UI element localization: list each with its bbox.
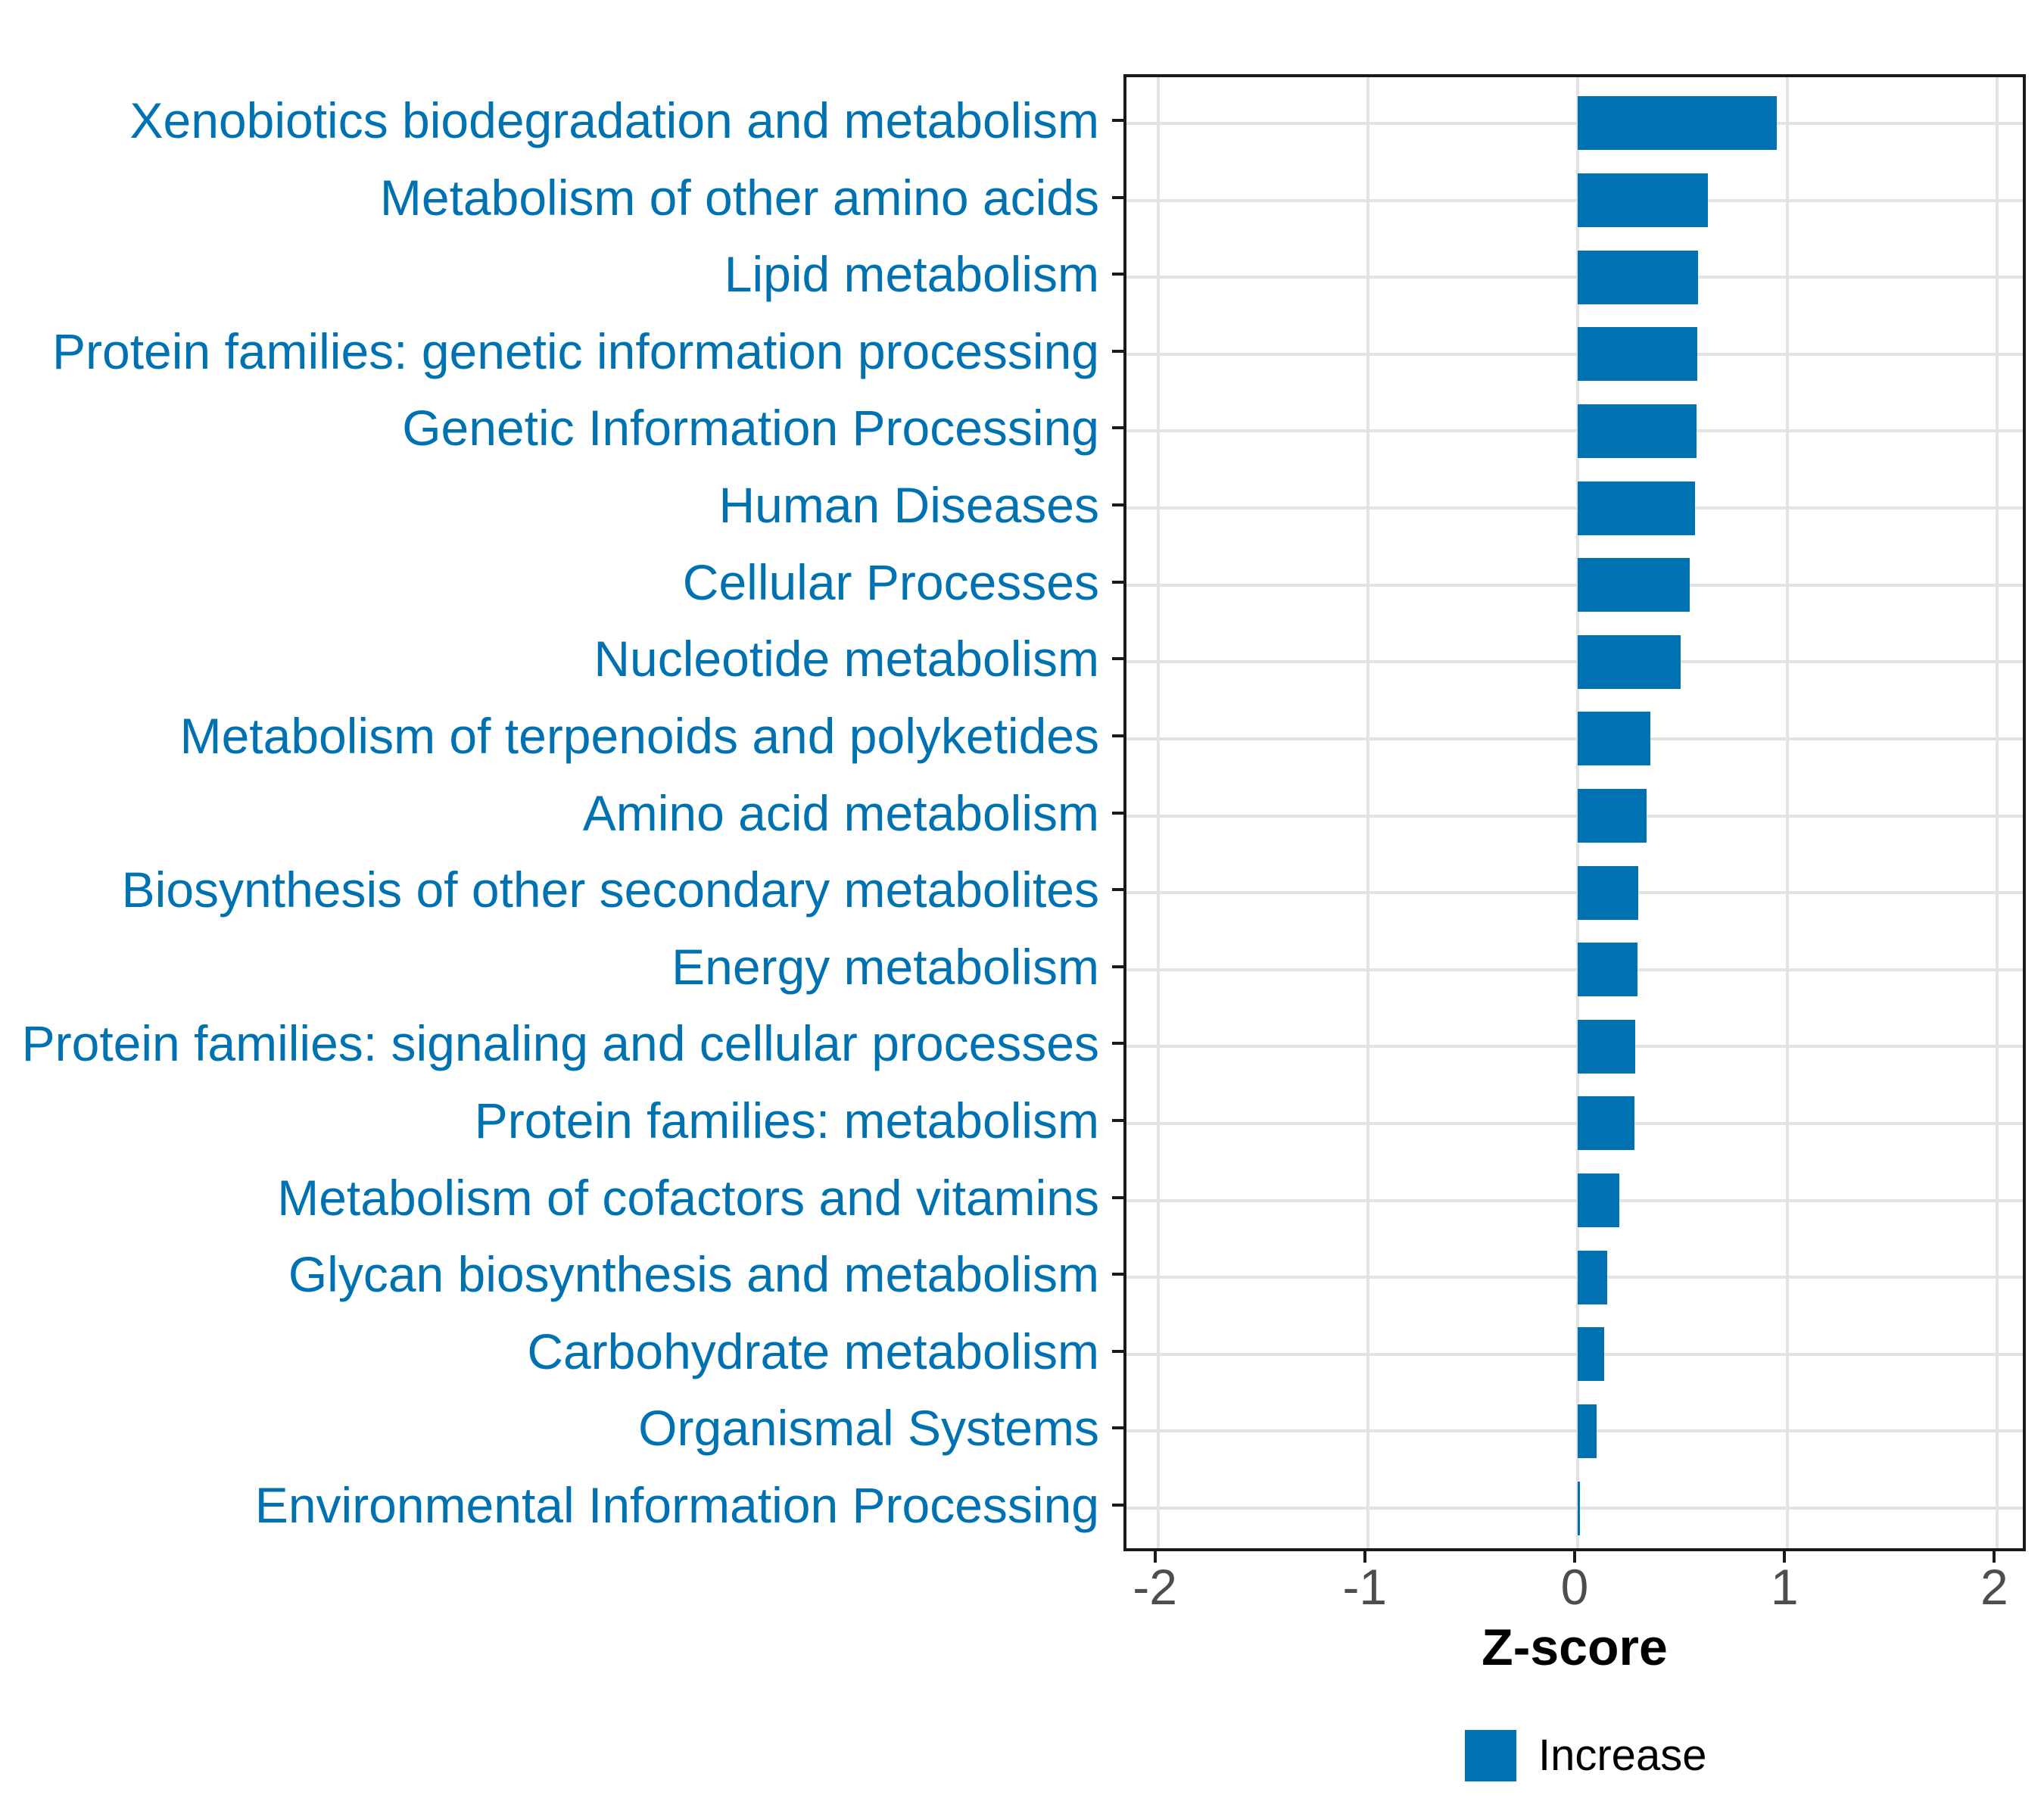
- y-axis-label: Biosynthesis of other secondary metaboli…: [121, 862, 1099, 918]
- y-tick-mark: [1112, 965, 1123, 968]
- gridline-y: [1126, 891, 2023, 895]
- y-axis-label: Xenobiotics biodegradation and metabolis…: [129, 92, 1100, 148]
- bar-3: [1578, 327, 1697, 382]
- x-tick-mark: [1783, 1551, 1787, 1563]
- bar-18: [1578, 1481, 1580, 1535]
- gridline-x-1: [1786, 77, 1790, 1548]
- y-tick-mark: [1112, 1426, 1123, 1430]
- y-tick-mark: [1112, 1273, 1123, 1276]
- y-axis-label: Amino acid metabolism: [582, 784, 1099, 841]
- x-axis-title: Z-score: [1482, 1619, 1668, 1676]
- y-axis-label: Environmental Information Processing: [254, 1477, 1099, 1534]
- gridline-y: [1126, 1198, 2023, 1202]
- legend-swatch-increase: [1465, 1730, 1516, 1781]
- bar-11: [1578, 943, 1637, 997]
- bar-13: [1578, 1096, 1634, 1151]
- y-axis-label: Cellular Processes: [682, 553, 1099, 610]
- y-axis-label: Energy metabolism: [671, 938, 1099, 995]
- gridline-y: [1126, 583, 2023, 587]
- bar-4: [1578, 404, 1697, 458]
- y-tick-mark: [1112, 657, 1123, 661]
- y-axis-label: Lipid metabolism: [724, 246, 1099, 303]
- gridline-y: [1126, 1507, 2023, 1510]
- gridline-x-2: [1996, 77, 1999, 1548]
- y-tick-mark: [1112, 1349, 1123, 1353]
- gridline-x--2: [1156, 77, 1160, 1548]
- y-axis-label: Genetic Information Processing: [402, 400, 1099, 457]
- gridline-y: [1126, 814, 2023, 818]
- gridline-y: [1126, 1121, 2023, 1125]
- x-tick-label: 0: [1560, 1559, 1589, 1615]
- x-tick-mark: [1993, 1551, 1996, 1563]
- gridline-y: [1126, 1429, 2023, 1433]
- y-axis-label: Metabolism of other amino acids: [379, 169, 1099, 226]
- x-tick-mark: [1573, 1551, 1576, 1563]
- gridline-y: [1126, 968, 2023, 971]
- y-tick-mark: [1112, 1118, 1123, 1122]
- y-axis-label: Metabolism of terpenoids and polyketides: [179, 707, 1099, 764]
- gridline-x--1: [1366, 77, 1369, 1548]
- y-tick-mark: [1112, 118, 1123, 122]
- gridline-y: [1126, 737, 2023, 740]
- y-tick-mark: [1112, 734, 1123, 737]
- y-axis-label: Protein families: metabolism: [474, 1092, 1099, 1148]
- y-tick-mark: [1112, 426, 1123, 430]
- x-tick-label: -1: [1342, 1559, 1388, 1615]
- gridline-y: [1126, 429, 2023, 433]
- x-tick-label: 2: [1980, 1559, 2008, 1615]
- y-axis-label: Organismal Systems: [638, 1400, 1099, 1457]
- gridline-y: [1126, 121, 2023, 125]
- gridline-y: [1126, 276, 2023, 279]
- bar-10: [1578, 865, 1638, 920]
- x-tick-label: -2: [1133, 1559, 1177, 1615]
- x-tick-mark: [1363, 1551, 1366, 1563]
- y-axis-label: Carbohydrate metabolism: [527, 1323, 1099, 1379]
- gridline-y: [1126, 506, 2023, 510]
- y-tick-mark: [1112, 195, 1123, 199]
- y-axis-label: Protein families: genetic information pr…: [51, 323, 1099, 379]
- plot-panel: [1123, 74, 2026, 1551]
- bar-8: [1578, 712, 1650, 766]
- gridline-y: [1126, 1352, 2023, 1356]
- y-tick-mark: [1112, 1042, 1123, 1046]
- y-axis-label: Protein families: signaling and cellular…: [21, 1015, 1099, 1072]
- y-axis-label: Metabolism of cofactors and vitamins: [277, 1169, 1099, 1226]
- bar-0: [1578, 96, 1777, 151]
- gridline-y: [1126, 1276, 2023, 1279]
- bar-2: [1578, 250, 1698, 304]
- bar-1: [1578, 173, 1708, 228]
- y-axis-label: Human Diseases: [718, 477, 1099, 534]
- gridline-y: [1126, 198, 2023, 202]
- bar-9: [1578, 789, 1647, 843]
- x-tick-mark: [1153, 1551, 1157, 1563]
- legend-label-increase: Increase: [1538, 1731, 1707, 1780]
- gridline-y: [1126, 1045, 2023, 1049]
- bar-14: [1578, 1173, 1619, 1228]
- bar-15: [1578, 1250, 1607, 1304]
- y-tick-mark: [1112, 349, 1123, 353]
- bar-5: [1578, 481, 1695, 535]
- gridline-y: [1126, 352, 2023, 356]
- bar-6: [1578, 558, 1690, 612]
- y-tick-mark: [1112, 503, 1123, 507]
- bar-16: [1578, 1327, 1604, 1382]
- x-tick-label: 1: [1770, 1559, 1799, 1615]
- y-axis-label: Nucleotide metabolism: [594, 631, 1099, 687]
- gridline-y: [1126, 660, 2023, 664]
- y-axis-label: Glycan biosynthesis and metabolism: [288, 1246, 1099, 1303]
- y-tick-mark: [1112, 580, 1123, 584]
- y-tick-mark: [1112, 1504, 1123, 1507]
- y-tick-mark: [1112, 273, 1123, 276]
- bar-7: [1578, 634, 1681, 689]
- y-tick-mark: [1112, 1195, 1123, 1199]
- bar-12: [1578, 1019, 1635, 1074]
- y-tick-mark: [1112, 811, 1123, 815]
- y-tick-mark: [1112, 888, 1123, 892]
- bar-17: [1578, 1404, 1597, 1458]
